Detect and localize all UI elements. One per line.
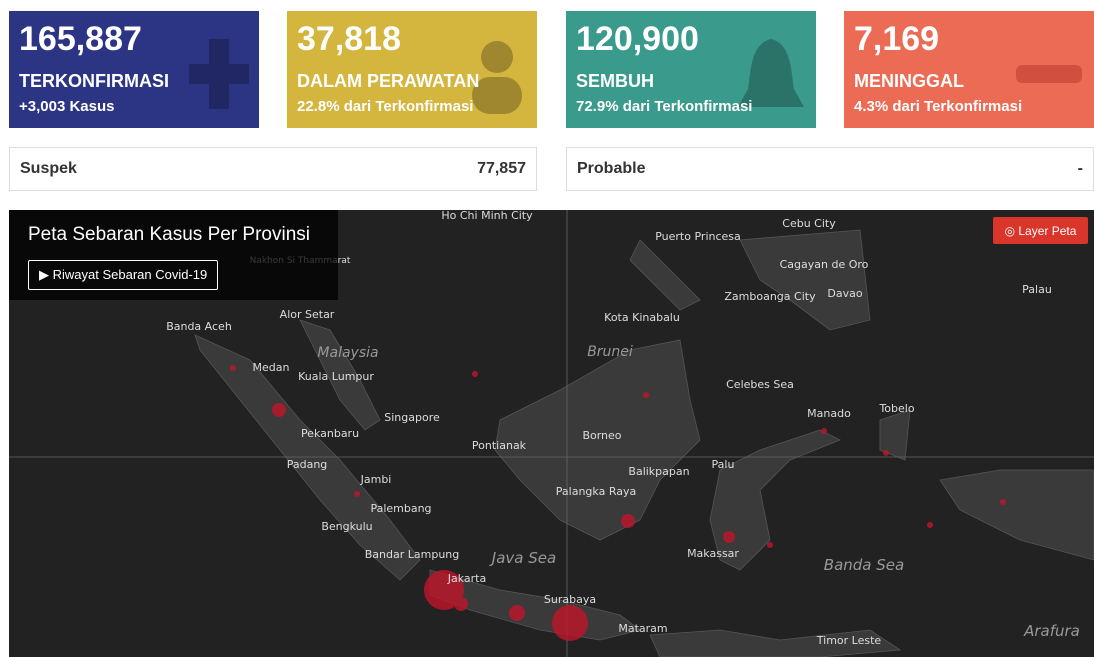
map-label: Surabaya (544, 593, 596, 606)
map-label: Jambi (360, 473, 392, 486)
icon (1016, 65, 1082, 83)
map-label: Palembang (370, 502, 431, 515)
card-number: 37,818 (297, 20, 401, 58)
row-suspek: Suspek 77,857 (9, 147, 537, 191)
row-probable: Probable - (566, 147, 1094, 191)
card-deaths: 7,169 MENINGGAL 4.3% dari Terkonfirmasi (844, 11, 1094, 128)
card-label: DALAM PERAWATAN (297, 71, 480, 91)
map-label: Borneo (582, 429, 621, 442)
card-label: MENINGGAL (854, 71, 964, 91)
map-label: Bandar Lampung (365, 548, 460, 561)
card-sub: +3,003 Kasus (19, 98, 115, 115)
map-label: Manado (807, 407, 851, 420)
map-label: Palangka Raya (556, 485, 636, 498)
map-label: Arafura (1023, 622, 1080, 640)
land (194, 229, 1094, 657)
card-recovered: 120,900 SEMBUH 72.9% dari Terkonfirmasi (566, 11, 816, 128)
map-label: Singapore (384, 411, 440, 424)
card-number: 120,900 (576, 20, 699, 58)
map-title: Peta Sebaran Kasus Per Provinsi (28, 224, 310, 245)
map-label: Palau (1022, 283, 1052, 296)
map-label: Alor Setar (280, 308, 335, 321)
map-label: Davao (827, 287, 862, 300)
map-label: Celebes Sea (726, 378, 794, 391)
icon (738, 39, 804, 107)
map-label: Medan (253, 361, 290, 374)
graticule (9, 210, 1094, 657)
card-sub: 22.8% dari Terkonfirmasi (297, 98, 474, 115)
history-button[interactable]: ▶ Riwayat Sebaran Covid-19 (28, 260, 219, 290)
map-label: Pontianak (472, 439, 527, 452)
map-label: Jakarta (447, 572, 486, 585)
map-label: Makassar (687, 547, 739, 560)
map-label: Brunei (587, 344, 633, 360)
row-label: Suspek (20, 160, 77, 177)
row-label: Probable (577, 160, 646, 177)
map-panel: Peta Sebaran Kasus Per Provinsi ▶ Riwaya… (9, 210, 338, 300)
map-label: Kuala Lumpur (298, 370, 374, 383)
map-label: Cagayan de Oro (780, 258, 869, 271)
map-label: Balikpapan (628, 465, 689, 478)
map-label: Bengkulu (321, 520, 372, 533)
card-label: TERKONFIRMASI (19, 71, 169, 91)
map-label: Padang (287, 458, 328, 471)
card-sub: 4.3% dari Terkonfirmasi (854, 98, 1023, 115)
map-label: Zamboanga City (724, 290, 816, 303)
card-sub: 72.9% dari Terkonfirmasi (576, 98, 753, 115)
map-labels: Ho Chi Minh City Puerto Princesa Cebu City… (166, 210, 1080, 647)
case-circles (230, 365, 1006, 641)
map-label: Ho Chi Minh City (441, 210, 533, 222)
card-confirmed: 165,887 TERKONFIRMASI +3,003 Kasus (9, 11, 259, 128)
map-label: Pekanbaru (301, 427, 359, 440)
row-value: - (1077, 160, 1083, 177)
icon (472, 41, 522, 114)
layer-button[interactable]: ◎ Layer Peta (993, 217, 1088, 244)
card-treated: 37,818 DALAM PERAWATAN 22.8% dari Terkon… (287, 11, 537, 128)
map-label: Cebu City (782, 217, 836, 230)
map-label: Tobelo (878, 402, 914, 415)
map-label: Kota Kinabalu (604, 311, 680, 324)
card-number: 7,169 (854, 20, 940, 58)
map-label: Banda Sea (824, 556, 904, 574)
map-label: Malaysia (317, 345, 378, 361)
map-label: Mataram (618, 622, 667, 635)
map-label: Java Sea (489, 549, 556, 567)
row-value: 77,857 (477, 160, 526, 177)
map-label: Palu (712, 458, 735, 471)
card-label: SEMBUH (576, 71, 655, 91)
icon (189, 39, 249, 109)
map-label: Puerto Princesa (655, 230, 741, 243)
map-label: Banda Aceh (166, 320, 232, 333)
card-number: 165,887 (19, 20, 142, 58)
map-label: Timor Leste (816, 634, 882, 647)
